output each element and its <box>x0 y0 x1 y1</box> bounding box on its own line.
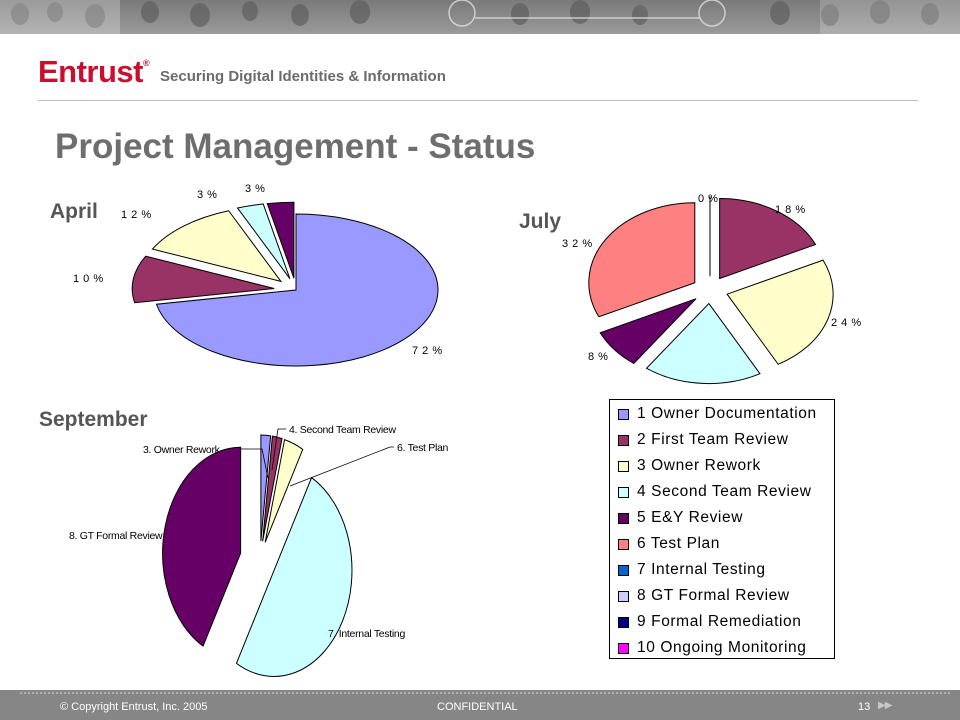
pie-chart-july: 1 8 % 2 4 % 8 % 3 2 % 0 % <box>562 193 862 385</box>
pie-slice <box>236 203 291 279</box>
legend-swatch <box>618 590 629 602</box>
legend-item: 2 First Team Review <box>618 430 789 450</box>
legend-label: 9 Formal Remediation <box>637 613 802 630</box>
legend-label: 8 GT Formal Review <box>637 587 790 604</box>
legend-item: 5 E&Y Review <box>618 508 743 528</box>
slice-label: 7 2 % <box>412 345 443 357</box>
page-number: 13 <box>858 701 871 713</box>
legend-item: 10 Ongoing Monitoring <box>618 638 806 658</box>
footer-copyright: © Copyright Entrust, Inc. 2005 <box>60 701 208 713</box>
next-slide-arrows-icon[interactable]: ▶▶ <box>878 700 892 711</box>
pie-slice <box>726 259 834 365</box>
pie-slice <box>264 438 304 543</box>
pie-slice <box>131 255 275 304</box>
slice-label: 8 % <box>588 351 608 363</box>
chart-legend: 1 Owner Documentation 2 First Team Review… <box>609 399 835 659</box>
slice-label: 8. GT Formal Review <box>69 530 163 542</box>
entrust-logo: Entrust® <box>38 54 150 90</box>
legend-label: 10 Ongoing Monitoring <box>637 639 807 656</box>
registered-mark: ® <box>143 58 150 68</box>
legend-swatch <box>618 538 629 550</box>
legend-item: 1 Owner Documentation <box>618 404 817 424</box>
leader-line <box>289 446 394 487</box>
chart-title-september: September <box>39 408 148 431</box>
leader-line <box>234 448 269 479</box>
pie-slice <box>151 210 283 283</box>
legend-item: 7 Internal Testing <box>618 560 766 580</box>
chart-title-july: July <box>519 210 562 233</box>
legend-label: 7 Internal Testing <box>637 561 766 578</box>
pie-slice <box>155 213 439 367</box>
legend-swatch <box>618 616 629 628</box>
legend-label: 4 Second Team Review <box>637 483 812 500</box>
legend-item: 3 Owner Rework <box>618 456 761 476</box>
legend-swatch <box>618 408 629 420</box>
slice-label: 3 2 % <box>562 238 593 250</box>
legend-swatch <box>618 486 629 498</box>
pie-slice <box>266 201 295 279</box>
chart-title-april: April <box>50 200 98 223</box>
slice-label: 1 8 % <box>775 204 806 216</box>
slice-label: 4. Second Team Review <box>289 424 396 436</box>
pie-slice <box>719 198 817 280</box>
legend-label: 6 Test Plan <box>637 535 721 552</box>
legend-swatch <box>618 564 629 576</box>
slice-label: 3. Owner Rework <box>143 444 221 456</box>
legend-item: 6 Test Plan <box>618 534 720 554</box>
pie-slice <box>235 476 353 677</box>
pie-slice <box>645 302 761 385</box>
pie-slice <box>262 435 283 542</box>
pie-slice <box>599 298 697 365</box>
footer-confidential: CONFIDENTIAL <box>437 701 518 713</box>
slice-label: 2 4 % <box>831 317 862 329</box>
legend-swatch <box>618 642 629 654</box>
legend-label: 3 Owner Rework <box>637 457 761 474</box>
header-photo-banner <box>0 0 960 34</box>
legend-item: 9 Formal Remediation <box>618 612 801 632</box>
slice-label: 6. Test Plan <box>397 442 449 454</box>
pie-chart-april: 7 2 % 1 0 % 1 2 % 3 % 3 % <box>73 183 443 367</box>
pie-slice <box>588 202 696 318</box>
legend-swatch <box>618 512 629 524</box>
pie-charts: 7 2 % 1 0 % 1 2 % 3 % 3 % 1 8 % 2 4 % 8 % 3 2 %… <box>69 183 862 677</box>
slice-label: 1 0 % <box>73 273 104 285</box>
slide-title: Project Management - Status <box>55 127 536 166</box>
leader-line <box>271 428 286 471</box>
slice-label: 1 2 % <box>121 209 152 221</box>
legend-swatch <box>618 434 629 446</box>
slice-label: 0 % <box>698 193 718 205</box>
legend-label: 1 Owner Documentation <box>637 405 817 422</box>
header-divider <box>38 100 918 101</box>
legend-item: 8 GT Formal Review <box>618 586 790 606</box>
tagline: Securing Digital Identities & Informatio… <box>160 68 446 85</box>
slice-label: 3 % <box>197 189 217 201</box>
legend-item: 4 Second Team Review <box>618 482 812 502</box>
footer-dotted-rule <box>20 692 950 697</box>
footer-bar <box>0 690 960 720</box>
pie-slice <box>162 446 242 647</box>
legend-label: 5 E&Y Review <box>637 509 743 526</box>
legend-label: 2 First Team Review <box>637 431 789 448</box>
slice-label: 7. Internal Testing <box>328 628 405 640</box>
slice-label: 3 % <box>245 183 265 195</box>
pie-slice <box>260 434 272 542</box>
legend-swatch <box>618 460 629 472</box>
logo-text: Entrust <box>38 54 144 89</box>
